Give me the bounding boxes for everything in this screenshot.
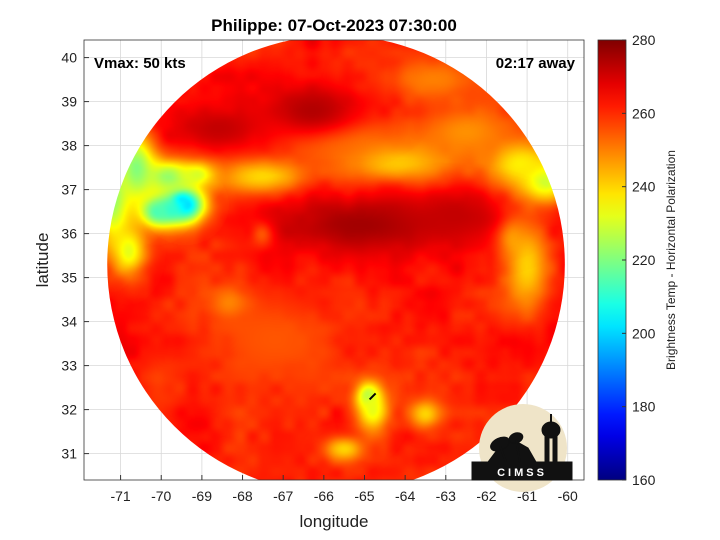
- x-tick-label: -64: [395, 488, 415, 504]
- vmax-annotation: Vmax: 50 kts: [94, 55, 186, 72]
- y-axis-label: latitude: [33, 233, 52, 288]
- y-tick-label: 39: [61, 94, 77, 110]
- colorbar: 160 180 200 220 240 260 280 Brightness Temp - …: [597, 32, 678, 488]
- y-tick-label: 36: [61, 226, 77, 242]
- colorbar-label: Brightness Temp - Horizontal Polarizatio…: [664, 150, 678, 370]
- swath-layer: [107, 40, 565, 480]
- y-tick-label: 38: [61, 138, 77, 154]
- x-tick-label: -70: [151, 488, 171, 504]
- x-tick-label: -71: [110, 488, 130, 504]
- time-away-annotation: 02:17 away: [496, 55, 576, 72]
- x-tick-label: -69: [192, 488, 212, 504]
- colorbar-ticks: 160 180 200 220 240 260 280: [622, 32, 656, 488]
- cimss-logo-icon: CIMSS: [471, 404, 573, 492]
- y-tick-label: 34: [61, 314, 77, 330]
- logo-text: CIMSS: [497, 467, 547, 479]
- y-tick-label: 31: [61, 446, 77, 462]
- plot-frame: [83, 39, 585, 481]
- x-tick-label: -62: [476, 488, 496, 504]
- y-tick-label: 32: [61, 402, 77, 418]
- colorbar-tick-label: 160: [632, 472, 656, 488]
- x-tick-label: -60: [558, 488, 578, 504]
- colorbar-scale: [597, 39, 627, 481]
- colorbar-tick-label: 200: [632, 325, 656, 341]
- x-tick-label: -66: [314, 488, 334, 504]
- x-ticks: -71 -70 -69 -68 -67 -66 -65 -64 -63 -62 -61 -60: [110, 475, 578, 504]
- colorbar-tick-label: 180: [632, 399, 656, 415]
- colorbar-tick-label: 240: [632, 179, 656, 195]
- logo-silhouette: [471, 414, 573, 481]
- colorbar-tick-label: 280: [632, 32, 656, 48]
- y-tick-label: 35: [61, 270, 77, 286]
- storm-center-marker: [368, 392, 377, 401]
- colorbar-tick-label: 260: [632, 105, 656, 121]
- y-tick-label: 33: [61, 358, 77, 374]
- y-ticks: 31 32 33 34 35 36 37 38 39 40: [61, 50, 89, 462]
- y-tick-label: 37: [61, 182, 77, 198]
- storm-center-mark: [368, 392, 377, 401]
- brightness-heatmap: [107, 40, 565, 480]
- y-tick-label: 40: [61, 50, 77, 66]
- plot-area: -71 -70 -69 -68 -67 -66 -65 -64 -63 -62 -61 -60 313…: [61, 39, 585, 504]
- chart-title: Philippe: 07-Oct-2023 07:30:00: [211, 16, 457, 35]
- x-tick-label: -61: [517, 488, 537, 504]
- x-tick-label: -63: [436, 488, 456, 504]
- x-axis-label: longitude: [299, 512, 368, 531]
- x-tick-label: -65: [354, 488, 374, 504]
- x-tick-label: -68: [232, 488, 252, 504]
- colorbar-tick-label: 220: [632, 252, 656, 268]
- x-tick-label: -67: [273, 488, 293, 504]
